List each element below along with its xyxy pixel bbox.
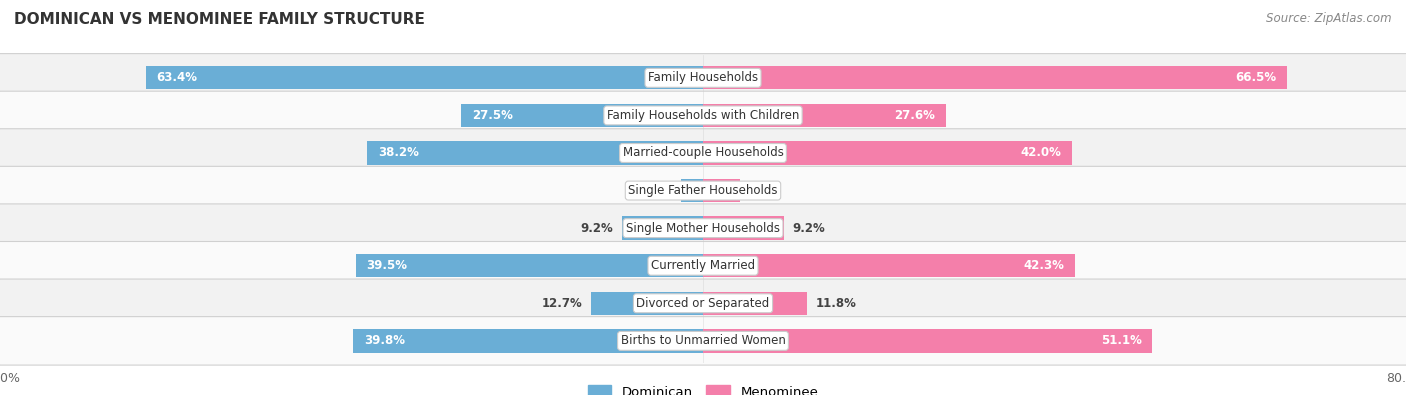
Text: Source: ZipAtlas.com: Source: ZipAtlas.com: [1267, 12, 1392, 25]
Text: Married-couple Households: Married-couple Households: [623, 147, 783, 160]
Text: 39.8%: 39.8%: [364, 334, 405, 347]
FancyBboxPatch shape: [0, 129, 1406, 177]
Bar: [703, 329, 1152, 352]
FancyBboxPatch shape: [0, 54, 1406, 102]
Bar: [356, 254, 703, 277]
Bar: [592, 292, 703, 315]
Text: Currently Married: Currently Married: [651, 259, 755, 272]
Text: 27.5%: 27.5%: [472, 109, 513, 122]
Text: Single Mother Households: Single Mother Households: [626, 222, 780, 235]
FancyBboxPatch shape: [0, 241, 1406, 290]
Text: 63.4%: 63.4%: [156, 71, 197, 85]
Bar: [703, 66, 1288, 90]
Text: 9.2%: 9.2%: [793, 222, 825, 235]
Text: 4.2%: 4.2%: [749, 184, 782, 197]
Text: Divorced or Separated: Divorced or Separated: [637, 297, 769, 310]
Text: Family Households: Family Households: [648, 71, 758, 85]
FancyBboxPatch shape: [0, 204, 1406, 252]
Bar: [353, 329, 703, 352]
Text: 2.5%: 2.5%: [640, 184, 672, 197]
Bar: [367, 141, 703, 165]
Bar: [461, 104, 703, 127]
Bar: [703, 104, 945, 127]
Text: 51.1%: 51.1%: [1101, 334, 1142, 347]
Bar: [146, 66, 703, 90]
FancyBboxPatch shape: [0, 317, 1406, 365]
Text: 39.5%: 39.5%: [367, 259, 408, 272]
FancyBboxPatch shape: [0, 166, 1406, 215]
Bar: [703, 216, 785, 240]
Text: Family Households with Children: Family Households with Children: [607, 109, 799, 122]
Text: 66.5%: 66.5%: [1236, 71, 1277, 85]
Bar: [703, 254, 1074, 277]
Text: 12.7%: 12.7%: [541, 297, 582, 310]
Bar: [621, 216, 703, 240]
FancyBboxPatch shape: [0, 91, 1406, 140]
Legend: Dominican, Menominee: Dominican, Menominee: [582, 380, 824, 395]
Text: Births to Unmarried Women: Births to Unmarried Women: [620, 334, 786, 347]
Text: 11.8%: 11.8%: [815, 297, 856, 310]
Bar: [703, 141, 1073, 165]
Bar: [681, 179, 703, 202]
Text: 27.6%: 27.6%: [894, 109, 935, 122]
FancyBboxPatch shape: [0, 279, 1406, 327]
Text: Single Father Households: Single Father Households: [628, 184, 778, 197]
Text: 38.2%: 38.2%: [378, 147, 419, 160]
Text: 42.3%: 42.3%: [1024, 259, 1064, 272]
Text: 9.2%: 9.2%: [581, 222, 613, 235]
Text: 42.0%: 42.0%: [1021, 147, 1062, 160]
Text: DOMINICAN VS MENOMINEE FAMILY STRUCTURE: DOMINICAN VS MENOMINEE FAMILY STRUCTURE: [14, 12, 425, 27]
Bar: [703, 179, 740, 202]
Bar: [703, 292, 807, 315]
